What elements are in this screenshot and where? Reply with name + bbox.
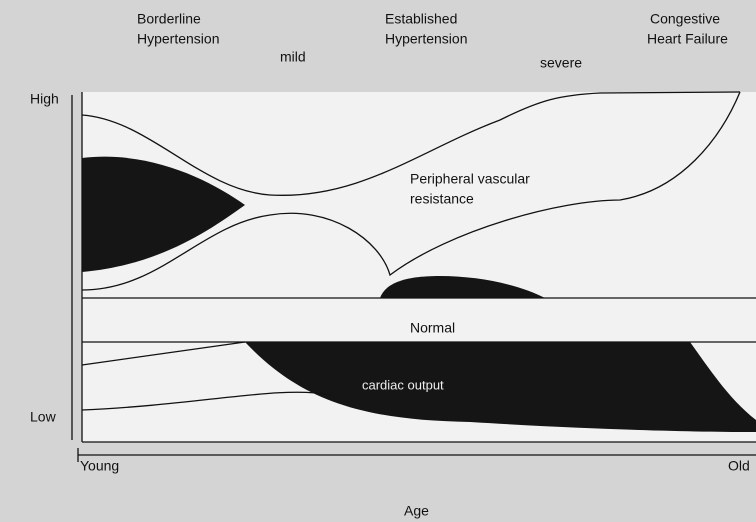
curve-label: resistance xyxy=(410,191,474,207)
stage-label: Congestive xyxy=(650,11,720,27)
stage-label: mild xyxy=(280,49,306,65)
curve-label: cardiac output xyxy=(362,377,444,392)
stage-label: Borderline xyxy=(137,11,201,27)
curve-label: Normal xyxy=(410,320,455,336)
stage-label: Hypertension xyxy=(385,31,468,47)
axis-label: Young xyxy=(80,458,119,474)
cardiac-upper xyxy=(81,341,246,366)
resistance-blob xyxy=(380,276,545,298)
resistance-lower xyxy=(81,91,741,291)
axis-label: High xyxy=(30,91,59,107)
axis-label: Old xyxy=(728,458,750,474)
axis-label: Low xyxy=(30,409,57,425)
borderline-blob xyxy=(82,156,245,272)
axis-label: Age xyxy=(404,503,429,519)
stage-label: severe xyxy=(540,55,582,71)
stage-label: Established xyxy=(385,11,457,27)
stage-label: Heart Failure xyxy=(647,31,728,47)
cardiac-lower xyxy=(81,391,331,411)
stage-label: Hypertension xyxy=(137,31,220,47)
cardiac-output-blob xyxy=(245,342,756,432)
resistance-upper xyxy=(81,91,741,196)
curve-label: Peripheral vascular xyxy=(410,171,530,187)
